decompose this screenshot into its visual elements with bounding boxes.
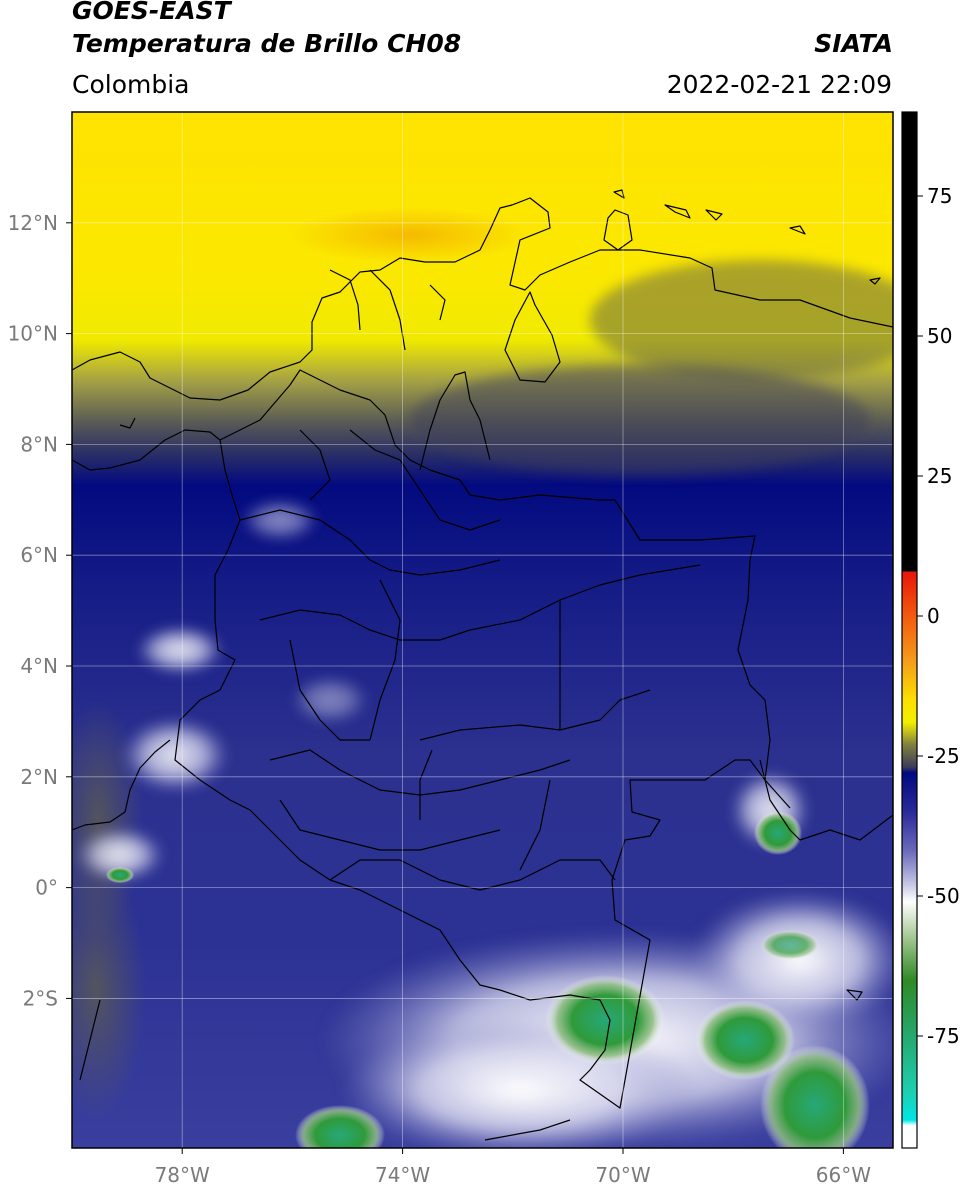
lat-tick-label: 4°N (20, 654, 58, 678)
lat-tick-label: 8°N (20, 432, 58, 456)
colorbar-tick-label: 50 (927, 324, 952, 348)
agency-label: SIATA (814, 29, 893, 58)
lon-tick-label: 66°W (816, 1163, 871, 1187)
colorbar-tick-label: -50 (927, 884, 960, 908)
map-frame (71, 111, 894, 1149)
product-title: Temperatura de Brillo CH08 (72, 29, 462, 58)
colorbar-tick-label: 25 (927, 464, 952, 488)
lat-tick-label: 2°S (23, 986, 58, 1010)
colorbar-tick-label: -75 (927, 1024, 960, 1048)
cold-cloud-tops (106, 811, 870, 1148)
colorbar-tick-label: 0 (927, 604, 940, 628)
lon-tick-label: 70°W (595, 1163, 650, 1187)
lat-tick-label: 6°N (20, 543, 58, 567)
lon-tick-label: 78°W (155, 1163, 210, 1187)
brightness-temperature-field (72, 112, 893, 1148)
latitude-axis: 12°N 10°N 8°N 6°N 4°N 2°N 0° 2°S (8, 211, 72, 1010)
longitude-axis: 78°W 74°W 70°W 66°W (155, 1148, 871, 1187)
lat-tick-label: 10°N (8, 322, 58, 346)
coastlines-and-borders (72, 189, 893, 1141)
lat-tick-label: 12°N (8, 211, 58, 235)
colorbar-tick-label: -25 (927, 744, 960, 768)
lat-tick-label: 0° (35, 876, 58, 900)
timestamp-label: 2022-02-21 22:09 (666, 70, 892, 99)
colorbar: 75 50 25 0 -25 -50 -75 (901, 111, 960, 1149)
lon-tick-label: 74°W (375, 1163, 430, 1187)
colorbar-tick-label: 75 (927, 184, 952, 208)
region-label: Colombia (72, 70, 190, 99)
satellite-title: GOES-EAST (72, 0, 231, 25)
graticule (72, 112, 893, 1148)
lat-tick-label: 2°N (20, 765, 58, 789)
